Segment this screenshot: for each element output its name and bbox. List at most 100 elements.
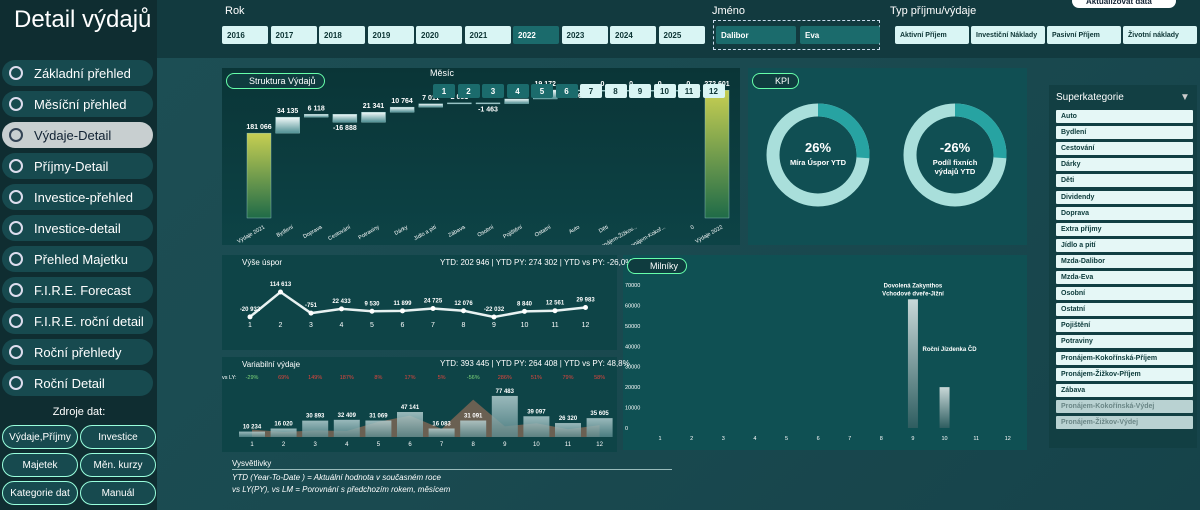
category-item[interactable]: Pronájem-Žižkov-Výdej [1056, 415, 1193, 429]
year-button[interactable]: 2020 [416, 26, 462, 44]
milestone-label: Roční Jízdenka ČD [923, 346, 978, 353]
nav-button[interactable]: Přehled Majetku [2, 246, 153, 272]
waterfall-value-label: 21 341 [363, 103, 385, 110]
category-item[interactable]: Zábava [1056, 383, 1193, 397]
type-button[interactable]: Aktivní Příjem [895, 26, 969, 44]
milestones-panel [623, 255, 1027, 450]
x-tick-label: 9 [911, 436, 914, 442]
nav-button[interactable]: F.I.R.E. roční detail [2, 308, 153, 334]
nav-button[interactable]: Měsíční přehled [2, 91, 153, 117]
savings-point [552, 308, 558, 314]
waterfall-category: Ostatní [534, 224, 553, 238]
year-button[interactable]: 2025 [658, 26, 705, 44]
category-item[interactable]: Jídlo a pití [1056, 238, 1193, 252]
nav-button[interactable]: Roční Detail [2, 370, 153, 396]
variable-value-label: 16 020 [274, 422, 293, 428]
year-button[interactable]: 2016 [222, 26, 268, 44]
waterfall-bar [304, 114, 329, 118]
source-button[interactable]: Kategorie dat [2, 481, 78, 505]
source-button[interactable]: Investice [80, 425, 156, 449]
savings-value-label: 9 530 [364, 301, 380, 307]
type-button[interactable]: Pasivní Příjem [1047, 26, 1121, 44]
variable-month: 12 [596, 442, 603, 448]
category-item[interactable]: Pojištění [1056, 319, 1193, 333]
year-button[interactable]: 2021 [464, 26, 511, 44]
month-button[interactable]: 8 [604, 84, 627, 98]
category-item[interactable]: Bydlení [1056, 126, 1193, 140]
source-button[interactable]: Výdaje,Příjmy [2, 425, 78, 449]
year-button[interactable]: 2024 [610, 26, 656, 44]
source-button[interactable]: Majetek [2, 453, 78, 477]
year-button[interactable]: 2023 [561, 26, 608, 44]
sources-title: Zdroje dat: [52, 406, 106, 418]
waterfall-value-label: 34 135 [277, 108, 299, 115]
month-button[interactable]: 1 [433, 84, 455, 98]
category-item[interactable]: Extra příjmy [1056, 222, 1193, 236]
category-item[interactable]: Pronájem-Kokořínská-Výdej [1056, 399, 1193, 413]
name-button[interactable]: Dalibor [716, 26, 796, 44]
source-button[interactable]: Měn. kurzy [80, 453, 156, 477]
waterfall-category: Cestování [327, 224, 352, 242]
category-item[interactable]: Dárky [1056, 158, 1193, 172]
month-button[interactable]: 7 [580, 84, 602, 98]
month-button[interactable]: 9 [629, 84, 651, 98]
type-button[interactable]: Investiční Náklady [971, 26, 1045, 44]
savings-value-label: -22 032 [484, 307, 505, 313]
month-button[interactable]: 3 [482, 84, 504, 98]
x-tick-label: 3 [722, 436, 725, 442]
category-item[interactable]: Osobní [1056, 287, 1193, 301]
name-button[interactable]: Eva [800, 26, 880, 44]
nav-button[interactable]: Investice-přehled [2, 184, 153, 210]
savings-month: 1 [248, 322, 252, 329]
month-button[interactable]: 5 [531, 84, 553, 98]
update-button[interactable]: Aktualizovat data [1072, 0, 1176, 8]
category-item[interactable]: Děti [1056, 174, 1193, 188]
nav-button[interactable]: Příjmy-Detail [2, 153, 153, 179]
year-button[interactable]: 2022 [513, 26, 559, 44]
nav-button[interactable]: Výdaje-Detail [2, 122, 153, 148]
month-button[interactable]: 11 [678, 84, 700, 98]
waterfall-category: Potraviny [358, 224, 381, 241]
nav-button[interactable]: Investice-detail [2, 215, 153, 241]
category-item[interactable]: Pronájem-Kokořínská-Příjem [1056, 351, 1193, 365]
category-item[interactable]: Mzda-Eva [1056, 271, 1193, 284]
note-line: YTD (Year-To-Date ) = Aktuální hodnota v… [232, 473, 441, 482]
nav-icon [9, 252, 23, 266]
waterfall-bar [275, 116, 300, 134]
y-tick-label: 50000 [625, 324, 640, 330]
waterfall-category: Výdaje 2021 [237, 225, 266, 245]
savings-point [461, 308, 466, 314]
nav-icon [9, 221, 23, 235]
category-item[interactable]: Potraviny [1056, 335, 1193, 349]
month-button[interactable]: 6 [555, 84, 578, 98]
nav-button[interactable]: F.I.R.E. Forecast [2, 277, 153, 303]
vs-ly-value: 5% [438, 375, 446, 381]
month-button[interactable]: 10 [653, 84, 676, 98]
category-item[interactable]: Doprava [1056, 206, 1193, 220]
source-button[interactable]: Manuál [80, 481, 156, 505]
variable-value-label: 10 234 [243, 425, 262, 431]
month-button[interactable]: 12 [702, 84, 725, 98]
category-item[interactable]: Mzda-Dalibor [1056, 254, 1193, 268]
vs-ly-value: 17% [404, 375, 415, 381]
year-button[interactable]: 2019 [367, 26, 414, 44]
waterfall-value-label: 0 [601, 81, 605, 88]
category-item[interactable]: Ostatní [1056, 303, 1193, 317]
type-button[interactable]: Životní náklady [1123, 26, 1197, 44]
category-item[interactable]: Cestování [1056, 142, 1193, 156]
month-button[interactable]: 4 [506, 84, 529, 98]
filter-icon[interactable]: ▼ [1180, 92, 1190, 103]
savings-point [400, 308, 405, 314]
category-item[interactable]: Dividendy [1056, 190, 1193, 204]
variable-value-label: 77 483 [496, 389, 515, 395]
nav-icon [9, 128, 23, 142]
nav-button[interactable]: Základní přehled [2, 60, 153, 86]
savings-point [339, 306, 344, 312]
category-item[interactable]: Auto [1056, 110, 1193, 123]
year-button[interactable]: 2018 [319, 26, 365, 44]
month-button[interactable]: 2 [457, 84, 480, 98]
category-item[interactable]: Pronájem-Žižkov-Příjem [1056, 367, 1193, 381]
year-button[interactable]: 2017 [270, 26, 317, 44]
waterfall-category: Výdaje 2022 [695, 225, 724, 245]
nav-button[interactable]: Roční přehledy [2, 339, 153, 365]
